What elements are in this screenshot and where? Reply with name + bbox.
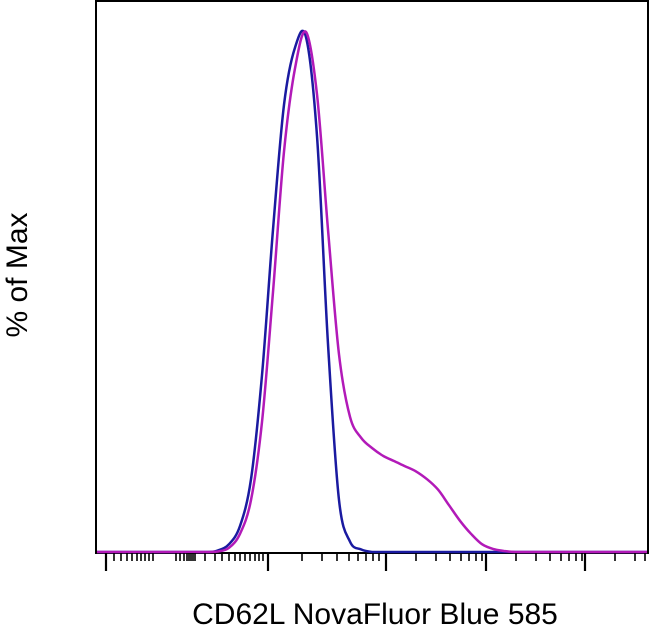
y-axis-label: % of Max	[1, 212, 34, 337]
series-layer	[97, 29, 647, 554]
series-line-2	[97, 30, 647, 554]
x-axis-label: CD62L NovaFluor Blue 585	[192, 598, 558, 631]
plot-frame	[95, 0, 649, 554]
series-line-1	[97, 29, 647, 554]
x-axis-ticks	[104, 553, 646, 571]
